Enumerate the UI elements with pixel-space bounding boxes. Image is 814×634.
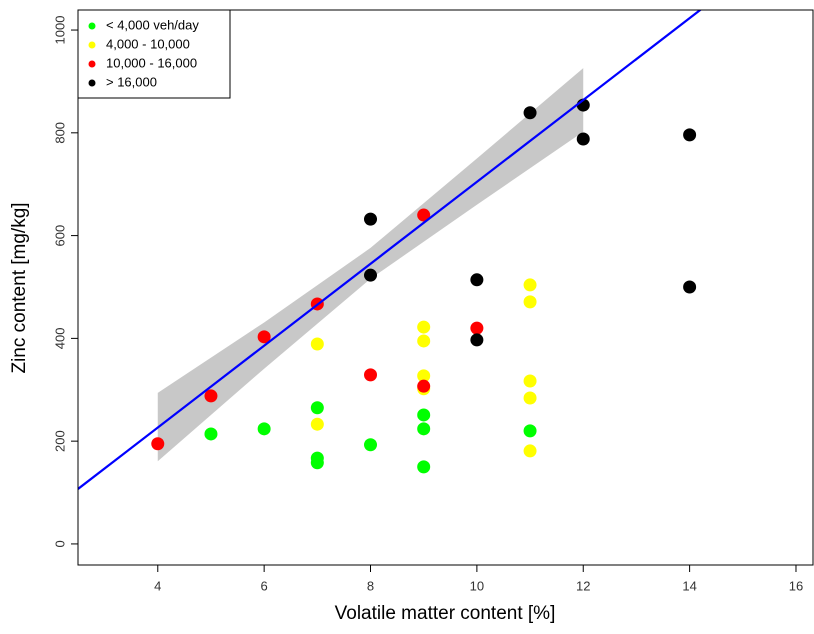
point: [417, 408, 431, 422]
point: [364, 212, 378, 226]
legend-box: [77, 9, 231, 99]
y-tick-label: 600: [52, 225, 67, 247]
legend-marker: [88, 22, 96, 30]
legend-marker: [88, 79, 96, 87]
legend-label: 4,000 - 10,000: [106, 36, 190, 51]
point: [523, 391, 537, 405]
y-tick-label: 0: [52, 540, 67, 547]
point: [204, 427, 218, 441]
regression-line: [78, 10, 702, 490]
y-tick-label: 200: [52, 430, 67, 452]
point: [364, 368, 378, 382]
point: [417, 369, 431, 383]
point: [523, 374, 537, 388]
legend-label: 10,000 - 16,000: [106, 55, 197, 70]
x-tick-label: 16: [789, 578, 803, 593]
x-tick-label: 14: [682, 578, 696, 593]
legend-label: < 4,000 veh/day: [106, 17, 199, 32]
point: [257, 330, 271, 344]
point: [523, 278, 537, 292]
point: [417, 379, 431, 393]
x-tick-label: 4: [154, 578, 161, 593]
x-tick-label: 6: [261, 578, 268, 593]
point: [364, 268, 378, 282]
legend-marker: [88, 60, 96, 68]
point: [683, 128, 697, 142]
point: [417, 334, 431, 348]
y-tick-label: 800: [52, 122, 67, 144]
point: [470, 321, 484, 335]
point: [417, 320, 431, 334]
x-tick-label: 8: [367, 578, 374, 593]
point: [576, 132, 590, 146]
point: [523, 424, 537, 438]
point: [417, 208, 431, 222]
point: [523, 106, 537, 120]
point: [470, 273, 484, 287]
plot-frame: [77, 9, 814, 566]
y-tick-label: 1000: [52, 16, 67, 45]
legend-label: > 16,000: [106, 74, 157, 89]
point: [204, 389, 218, 403]
legend-marker: [88, 41, 96, 49]
point: [310, 337, 324, 351]
point: [523, 444, 537, 458]
point: [417, 422, 431, 436]
point: [310, 401, 324, 415]
point: [257, 422, 271, 436]
point: [310, 456, 324, 470]
x-tick-label: 10: [470, 578, 484, 593]
point: [523, 295, 537, 309]
x-axis-title: Volatile matter content [%]: [335, 603, 556, 624]
plot-area: [78, 10, 702, 490]
x-tick-label: 12: [576, 578, 590, 593]
point: [364, 438, 378, 452]
point: [683, 280, 697, 294]
y-axis-title: Zinc content [mg/kg]: [9, 202, 30, 373]
point: [151, 437, 165, 451]
y-tick-label: 400: [52, 328, 67, 350]
point: [310, 417, 324, 431]
point: [417, 460, 431, 474]
point: [470, 333, 484, 347]
